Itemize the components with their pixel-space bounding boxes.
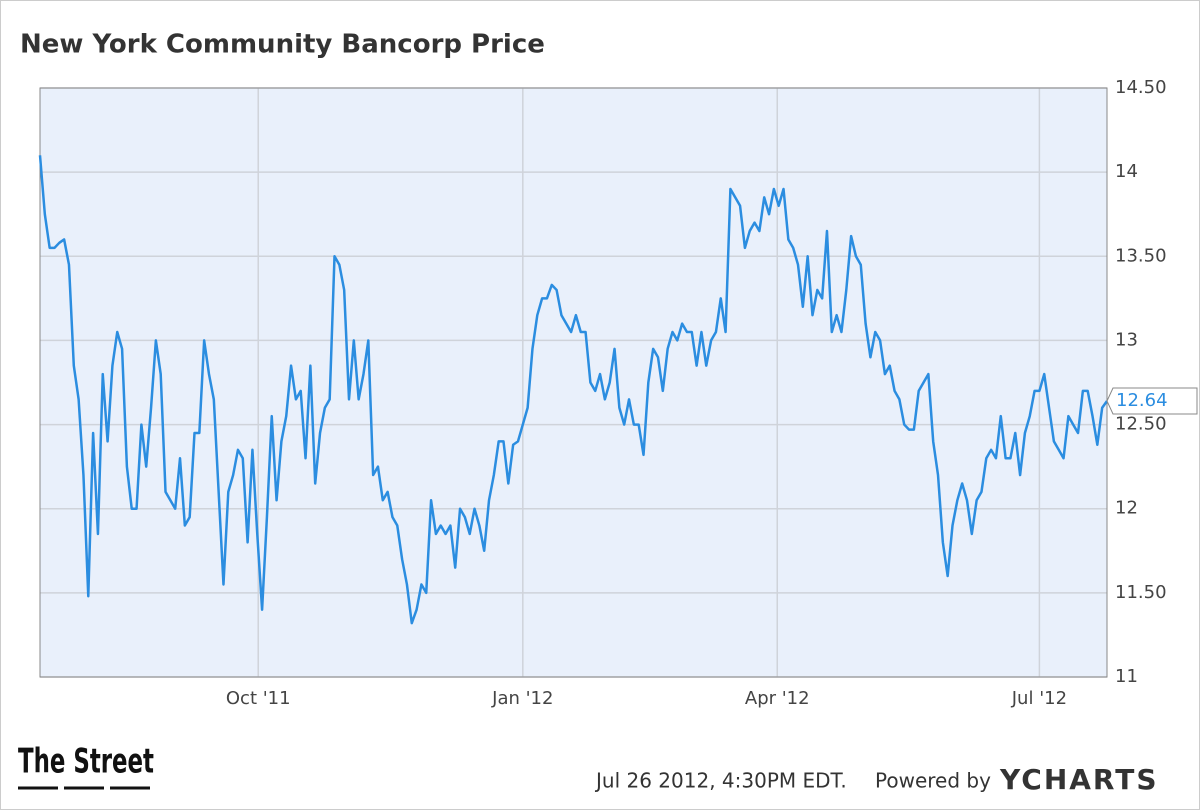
y-tick-label: 13 [1115,329,1138,350]
price-line [38,155,1109,625]
credit: Powered by [875,769,991,793]
plot-area [40,88,1107,677]
x-tick-label: Apr '12 [745,688,810,709]
y-tick-label: 11 [1115,666,1138,687]
x-tick-label: Jul '12 [1011,688,1067,709]
y-tick-label: 13.50 [1115,245,1167,266]
chart-title: New York Community Bancorp Price [20,30,545,60]
last-price-label: 12.64 [1116,390,1168,411]
timestamp: Jul 26 2012, 4:30PM EDT. [594,769,847,793]
y-tick-label: 11.50 [1115,582,1167,603]
y-tick-label: 12.50 [1115,414,1167,435]
y-tick-label: 12 [1115,498,1138,519]
x-tick-label: Jan '12 [491,688,553,709]
source-logo: The Street [18,742,154,782]
y-tick-label: 14.50 [1115,77,1167,98]
y-tick-label: 14 [1115,161,1138,182]
last-price-box [1106,387,1198,415]
x-tick-label: Oct '11 [226,688,291,709]
plot-frame [39,87,1108,678]
brand: YCHARTS [999,763,1159,796]
